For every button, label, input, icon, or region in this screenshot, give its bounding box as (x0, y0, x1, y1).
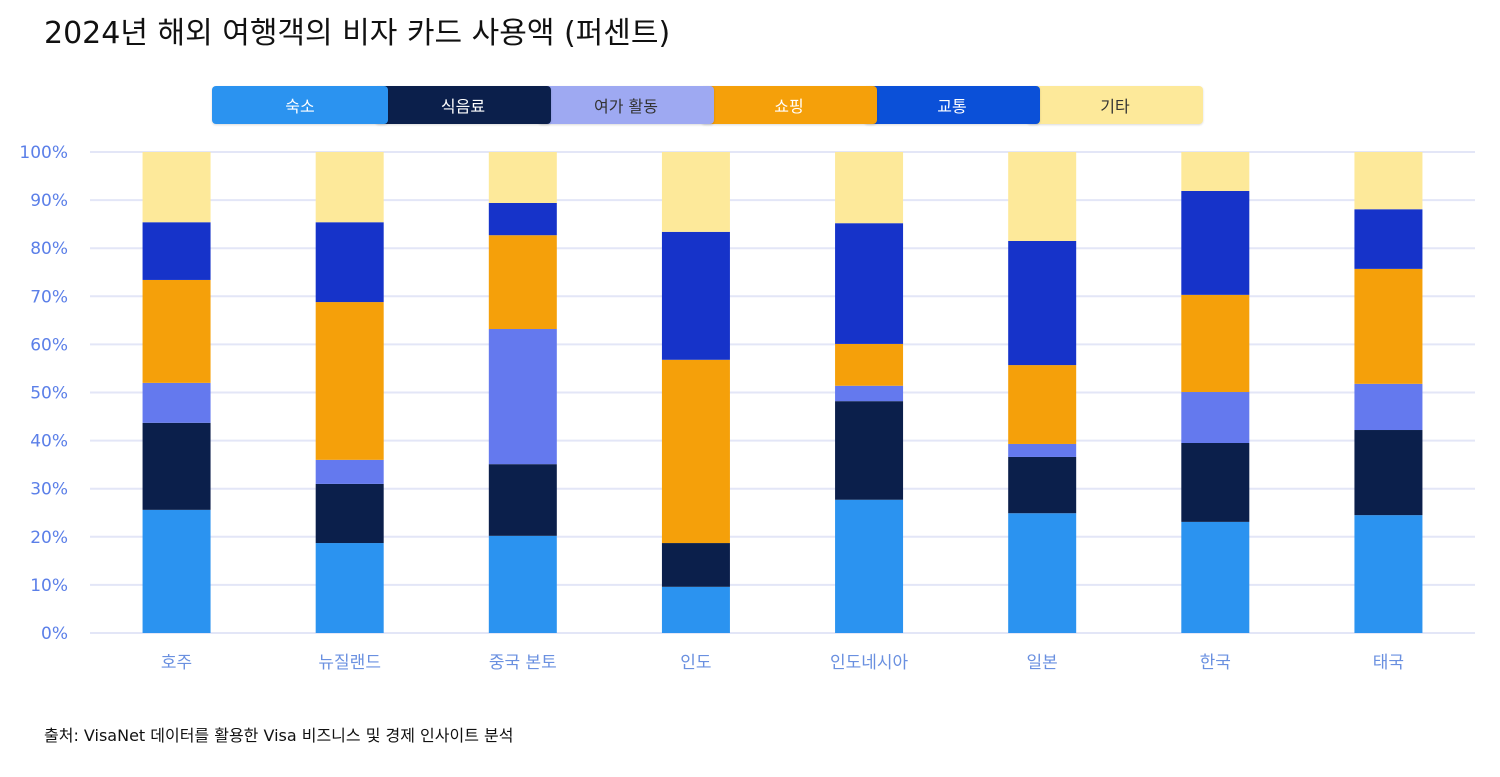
bar-segment-2 (1354, 383, 1423, 431)
bar-segment-2 (488, 329, 557, 465)
bar-segment-0 (142, 509, 211, 633)
bar-segment-3 (142, 279, 211, 383)
bar-segment-3 (488, 235, 557, 330)
bar-segment-0 (315, 543, 384, 633)
bar-segment-5 (488, 152, 557, 203)
legend-item-5: 기타 (1027, 86, 1203, 124)
bar-segment-5 (835, 152, 904, 224)
bar-segment-1 (1181, 443, 1250, 522)
bar-segment-4 (142, 222, 211, 280)
bar-segment-2 (835, 385, 904, 402)
bar-segment-0 (1181, 521, 1250, 633)
y-tick-label: 40% (30, 432, 68, 452)
bar-segment-3 (661, 359, 730, 544)
bar-segment-2 (1008, 443, 1077, 457)
x-tick-label: 중국 본토 (489, 653, 557, 673)
legend-item-0: 숙소 (212, 86, 388, 124)
y-tick-label: 30% (30, 480, 68, 500)
y-tick-label: 80% (30, 239, 68, 259)
bar-segment-4 (835, 223, 904, 344)
bar-segment-2 (1181, 392, 1250, 444)
x-tick-label: 인도네시아 (830, 653, 909, 673)
y-tick-label: 60% (30, 335, 68, 355)
bar-segment-0 (661, 586, 730, 633)
y-tick-label: 0% (41, 624, 68, 644)
chart-title: 2024년 해외 여행객의 비자 카드 사용액 (퍼센트) (44, 16, 671, 51)
bar-segment-3 (1008, 365, 1077, 444)
legend-item-1: 식음료 (375, 86, 551, 124)
y-tick-label: 10% (30, 576, 68, 596)
bar-segment-4 (488, 202, 557, 236)
bar-segment-5 (661, 152, 730, 232)
x-tick-label: 일본 (1027, 653, 1058, 673)
x-tick-label: 호주 (161, 653, 192, 673)
bar-segment-1 (1354, 430, 1423, 516)
bar-segment-4 (315, 222, 384, 303)
bar-segment-1 (661, 543, 730, 587)
bar-segment-0 (1354, 515, 1423, 633)
bar-segment-5 (142, 152, 211, 223)
bar-segment-3 (1354, 268, 1423, 384)
bar-segment-2 (142, 382, 211, 423)
bar-segment-3 (1181, 294, 1250, 393)
bar-segment-5 (315, 152, 384, 223)
legend-item-3: 쇼핑 (701, 86, 877, 124)
bar-segment-2 (315, 459, 384, 484)
bar-segment-1 (1008, 456, 1077, 514)
y-tick-label: 90% (30, 191, 68, 211)
bar-segment-5 (1354, 152, 1423, 210)
legend-item-2: 여가 활동 (538, 86, 714, 124)
y-tick-label: 50% (30, 384, 68, 404)
x-tick-label: 뉴질랜드 (318, 653, 381, 673)
bar-segment-4 (661, 231, 730, 360)
legend-item-4: 교통 (864, 86, 1040, 124)
bar-segment-1 (835, 401, 904, 500)
bar-segment-4 (1008, 240, 1077, 366)
source-note: 출처: VisaNet 데이터를 활용한 Visa 비즈니스 및 경제 인사이트… (44, 726, 514, 745)
bar-segment-5 (1008, 152, 1077, 241)
bar-segment-3 (835, 343, 904, 386)
bar-segment-0 (1008, 513, 1077, 633)
bar-segment-4 (1181, 190, 1250, 295)
y-tick-label: 70% (30, 287, 68, 307)
legend: 숙소 식음료 여가 활동 쇼핑 교통 기타 (212, 86, 1203, 124)
bar-segment-1 (488, 464, 557, 536)
bar-segment-0 (488, 535, 557, 633)
bar-segment-0 (835, 499, 904, 633)
bar-segment-5 (1181, 152, 1250, 191)
bar-segment-1 (315, 483, 384, 544)
x-tick-label: 태국 (1373, 653, 1404, 673)
y-tick-label: 100% (19, 143, 68, 163)
x-tick-label: 인도 (680, 653, 711, 673)
x-tick-label: 한국 (1200, 653, 1231, 673)
y-tick-label: 20% (30, 528, 68, 548)
bar-segment-4 (1354, 209, 1423, 269)
bar-segment-3 (315, 302, 384, 460)
bar-segment-1 (142, 422, 211, 510)
